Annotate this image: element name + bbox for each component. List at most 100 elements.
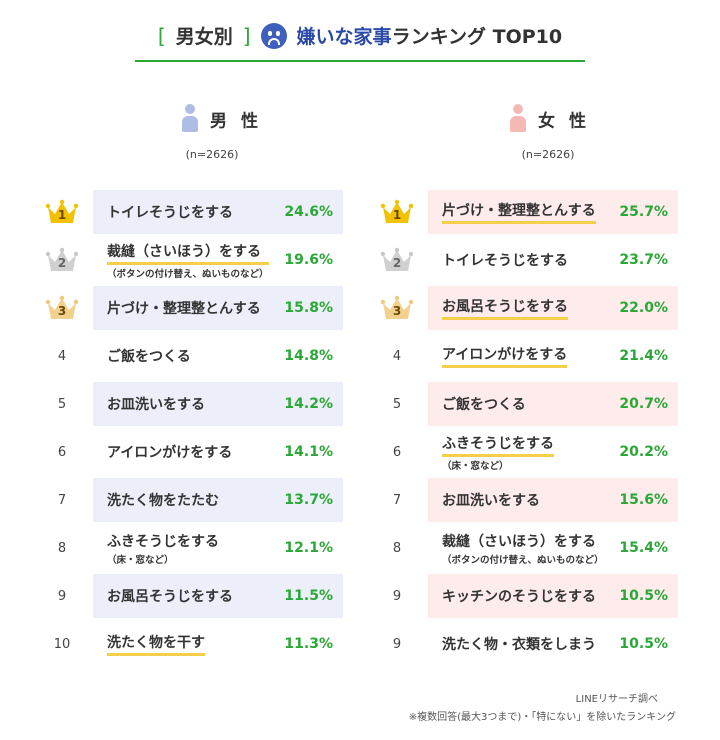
crown-icon: 3 <box>45 295 79 321</box>
crown-icon: 3 <box>380 295 414 321</box>
female-n: (n=2626) <box>521 148 575 161</box>
item-label: ご飯をつくる <box>107 349 191 365</box>
item-label: 片づけ・整理整とんする <box>107 301 261 317</box>
female-rank-4: 4 <box>377 334 417 378</box>
percentage-value: 14.8% <box>284 348 333 364</box>
female-rank-2: 2 <box>377 238 417 282</box>
rank-number: 3 <box>57 304 67 318</box>
male-ranking-row: ご飯をつくる 14.8% <box>93 334 343 378</box>
item-label: 裁縫（さいほう）をする <box>107 241 269 265</box>
rank-number: 4 <box>57 348 67 364</box>
percentage-value: 15.4% <box>619 540 668 556</box>
female-rank-10: 9 <box>377 622 417 666</box>
percentage-value: 15.6% <box>619 492 668 508</box>
percentage-value: 20.7% <box>619 396 668 412</box>
female-rank-9: 9 <box>377 574 417 618</box>
female-ranking-row: お風呂そうじをする 22.0% <box>428 286 678 330</box>
item-text: お皿洗いをする <box>442 490 540 510</box>
female-rank-6: 6 <box>377 430 417 474</box>
female-ranking-row: お皿洗いをする 15.6% <box>428 478 678 522</box>
item-text: 洗たく物を干す <box>107 632 205 656</box>
rank-number: 8 <box>57 540 67 556</box>
item-label: トイレそうじをする <box>107 205 233 221</box>
male-rank-2: 2 <box>42 238 82 282</box>
female-rank-5: 5 <box>377 382 417 426</box>
item-label: キッチンのそうじをする <box>442 589 596 605</box>
item-text: 洗たく物をたたむ <box>107 490 219 510</box>
rank-number: 8 <box>392 540 402 556</box>
percentage-value: 21.4% <box>619 348 668 364</box>
title-line: [ 男女別 ] 嫌いな家事ランキング TOP10 <box>158 22 562 49</box>
item-label: お風呂そうじをする <box>107 589 233 605</box>
percentage-value: 24.6% <box>284 204 333 220</box>
item-label: アイロンがけをする <box>442 344 568 368</box>
male-rank-9: 9 <box>42 574 82 618</box>
item-label: お皿洗いをする <box>442 493 540 509</box>
item-label: 片づけ・整理整とんする <box>442 200 596 224</box>
percentage-value: 19.6% <box>284 252 333 268</box>
male-ranking-row: 片づけ・整理整とんする 15.8% <box>93 286 343 330</box>
male-rank-6: 6 <box>42 430 82 474</box>
item-label: トイレそうじをする <box>442 253 568 269</box>
rank-number: 7 <box>57 492 67 508</box>
item-text: ふきそうじをする （床・窓など） <box>442 433 554 472</box>
female-header: 女 性 <box>450 104 650 134</box>
item-label: 洗たく物をたたむ <box>107 493 219 509</box>
item-label: 洗たく物を干す <box>107 632 205 656</box>
rank-number: 6 <box>392 444 402 460</box>
female-rank-3: 3 <box>377 286 417 330</box>
item-sub-label: （ボタンの付け替え、ぬいものなど） <box>442 554 604 566</box>
rank-number: 2 <box>392 256 402 270</box>
male-rank-1: 1 <box>42 190 82 234</box>
item-text: キッチンのそうじをする <box>442 586 596 606</box>
item-text: ご飯をつくる <box>442 394 526 414</box>
item-text: 裁縫（さいほう）をする （ボタンの付け替え、ぬいものなど） <box>442 531 604 566</box>
percentage-value: 11.5% <box>284 588 333 604</box>
source-note: LINEリサーチ調べ <box>575 694 658 705</box>
item-label: ご飯をつくる <box>442 397 526 413</box>
rank-number: 10 <box>53 636 71 652</box>
item-label: アイロンがけをする <box>107 445 233 461</box>
item-sub-label: （床・窓など） <box>107 554 174 566</box>
male-header: 男 性 <box>122 104 322 134</box>
male-rank-3: 3 <box>42 286 82 330</box>
item-sub-label: （床・窓など） <box>442 460 509 472</box>
title-main: 嫌いな家事 <box>296 26 392 48</box>
percentage-value: 10.5% <box>619 588 668 604</box>
percentage-value: 20.2% <box>619 444 668 460</box>
male-person-icon <box>182 104 199 134</box>
item-label: お皿洗いをする <box>107 397 205 413</box>
rank-number: 2 <box>57 256 67 270</box>
item-text: トイレそうじをする <box>442 250 568 270</box>
percentage-value: 11.3% <box>284 636 333 652</box>
male-ranking-row: ふきそうじをする （床・窓など） 12.1% <box>93 526 343 570</box>
male-rank-10: 10 <box>42 622 82 666</box>
title-underline <box>135 60 585 62</box>
rank-number: 6 <box>57 444 67 460</box>
item-label: ふきそうじをする <box>107 533 219 550</box>
item-sub-label: （ボタンの付け替え、ぬいものなど） <box>107 268 269 280</box>
rank-number: 5 <box>392 396 402 412</box>
female-rank-7: 7 <box>377 478 417 522</box>
item-text: 洗たく物・衣類をしまう <box>442 634 596 654</box>
item-text: 片づけ・整理整とんする <box>442 200 596 224</box>
item-label: 洗たく物・衣類をしまう <box>442 637 596 653</box>
female-ranking-row: ふきそうじをする （床・窓など） 20.2% <box>428 430 678 474</box>
rank-number: 4 <box>392 348 402 364</box>
female-ranking-row: ご飯をつくる 20.7% <box>428 382 678 426</box>
item-text: アイロンがけをする <box>442 344 568 368</box>
percentage-value: 25.7% <box>619 204 668 220</box>
female-rank-8: 8 <box>377 526 417 570</box>
female-ranking-row: 片づけ・整理整とんする 25.7% <box>428 190 678 234</box>
percentage-value: 15.8% <box>284 300 333 316</box>
item-text: アイロンがけをする <box>107 442 232 462</box>
percentage-value: 10.5% <box>619 636 668 652</box>
item-text: 裁縫（さいほう）をする （ボタンの付け替え、ぬいものなど） <box>107 241 269 280</box>
male-ranking-row: お皿洗いをする 14.2% <box>93 382 343 426</box>
female-ranking-row: キッチンのそうじをする 10.5% <box>428 574 678 618</box>
sad-face-icon <box>260 22 287 49</box>
female-ranking-row: 洗たく物・衣類をしまう 10.5% <box>428 622 678 666</box>
rank-number: 1 <box>392 208 402 222</box>
item-text: お皿洗いをする <box>107 394 205 414</box>
item-text: お風呂そうじをする <box>442 296 568 320</box>
